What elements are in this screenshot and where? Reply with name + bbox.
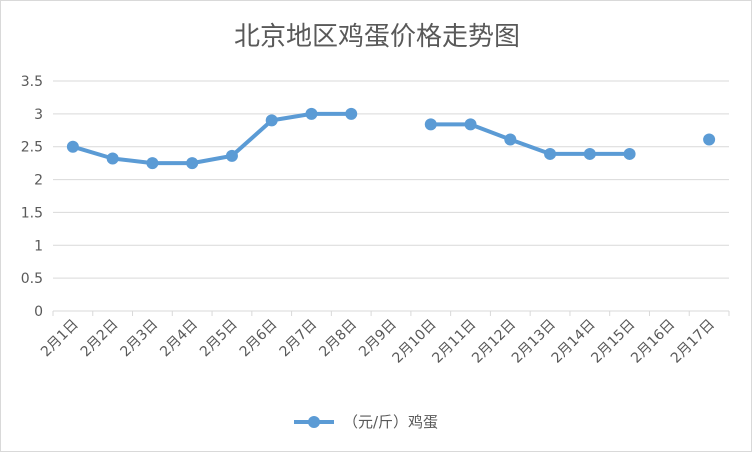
- x-tick-label: 2月1日: [38, 317, 82, 361]
- data-point: [345, 107, 358, 120]
- y-tick-label: 1.5: [21, 205, 43, 221]
- data-point: [225, 149, 238, 162]
- y-tick-label: 1: [34, 238, 43, 254]
- data-point: [66, 140, 79, 153]
- data-point: [544, 147, 557, 160]
- data-point: [623, 147, 636, 160]
- data-point: [106, 152, 119, 165]
- data-point: [186, 157, 199, 170]
- legend-swatch-marker: [308, 416, 320, 428]
- y-axis: 0 0.5 1 1.5 2 2.5 3 3.5: [21, 74, 43, 320]
- y-tick-label: 3.5: [21, 74, 43, 90]
- x-tick-label: 2月8日: [316, 317, 360, 361]
- x-axis: 2月1日2月2日2月3日2月4日2月5日2月6日2月7日2月8日2月9日2月10…: [38, 310, 730, 367]
- data-point: [583, 147, 596, 160]
- y-tick-label: 2.5: [21, 140, 43, 156]
- data-point: [146, 157, 159, 170]
- data-point: [305, 107, 318, 120]
- y-tick-label: 0: [34, 304, 43, 320]
- legend-label: （元/斤）鸡蛋: [343, 413, 438, 431]
- data-point: [703, 133, 716, 146]
- data-point: [504, 133, 517, 146]
- x-tick-label: 2月7日: [277, 317, 321, 361]
- x-tick-label: 2月2日: [78, 317, 122, 361]
- series-line: [428, 122, 632, 156]
- x-tick-label: 2月17日: [668, 317, 718, 367]
- x-tick-label: 2月6日: [237, 317, 281, 361]
- x-tick-label: 2月3日: [118, 317, 162, 361]
- y-tick-label: 3: [34, 107, 43, 123]
- series-line: [70, 111, 354, 166]
- legend: （元/斤）鸡蛋: [294, 413, 438, 431]
- data-point: [464, 118, 477, 131]
- y-tick-label: 0.5: [21, 271, 43, 287]
- data-point: [265, 114, 278, 127]
- x-tick-label: 2月5日: [197, 317, 241, 361]
- x-tick-label: 2月4日: [157, 317, 201, 361]
- chart-title: 北京地区鸡蛋价格走势图: [234, 22, 520, 52]
- y-tick-label: 2: [34, 173, 43, 189]
- series-line-layer: [66, 107, 716, 170]
- grid-lines: [53, 80, 729, 312]
- data-point: [424, 118, 437, 131]
